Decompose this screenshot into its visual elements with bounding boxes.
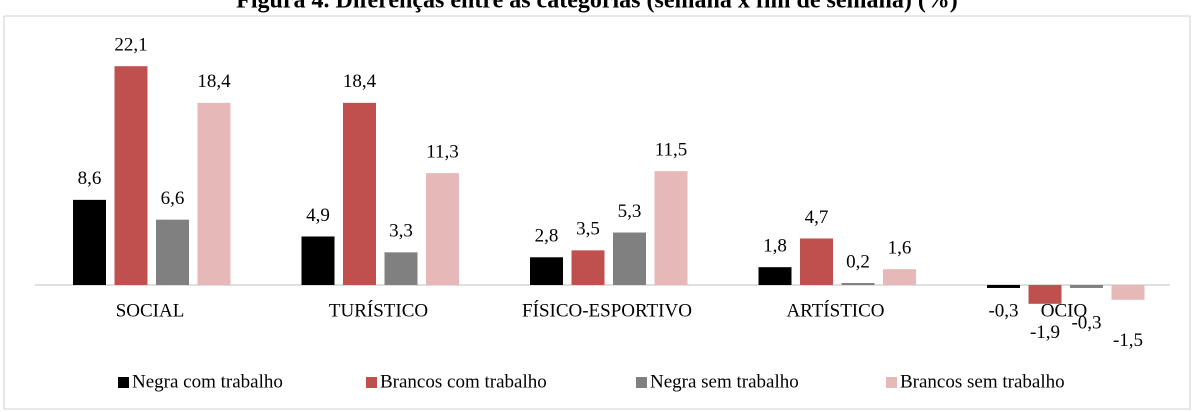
data-label: 4,9 — [306, 205, 330, 226]
bar — [758, 267, 792, 285]
data-label: 0,2 — [846, 251, 870, 272]
chart-title: Figura 4. Diferenças entre as categorias… — [236, 0, 958, 14]
bar — [530, 257, 563, 285]
bar — [1111, 285, 1145, 300]
bar — [73, 199, 106, 285]
data-label: 4,7 — [805, 207, 829, 228]
data-label: 11,5 — [655, 140, 688, 161]
bar — [301, 236, 335, 285]
data-label: 18,4 — [197, 71, 231, 92]
data-label: -0,3 — [988, 300, 1018, 321]
bar — [841, 283, 875, 285]
data-label: -1,5 — [1113, 330, 1143, 351]
legend-label: Brancos sem trabalho — [900, 371, 1065, 392]
legend-swatch — [886, 377, 897, 388]
bar — [156, 219, 189, 285]
bar — [654, 171, 688, 285]
data-label: 18,4 — [343, 71, 377, 92]
legend-swatch — [118, 377, 129, 388]
bar — [114, 66, 148, 286]
chart-frame — [3, 15, 1191, 410]
legend-label: Negra sem trabalho — [650, 371, 799, 392]
bar — [571, 250, 605, 285]
bar — [426, 173, 459, 285]
data-label: 8,6 — [78, 168, 102, 189]
legend-label: Brancos com trabalho — [380, 371, 547, 392]
bar — [343, 102, 376, 285]
bar — [197, 102, 231, 285]
data-label: 6,6 — [161, 188, 185, 209]
legend-swatch — [636, 377, 647, 388]
data-label: 1,8 — [763, 236, 787, 257]
x-tick-label: FÍSICO-ESPORTIVO — [522, 299, 692, 321]
data-label: -1,9 — [1030, 322, 1060, 343]
data-label: 11,3 — [426, 141, 459, 162]
x-tick-label: ÓCIO — [1041, 299, 1087, 321]
data-label: 1,6 — [888, 238, 912, 259]
data-label: 22,1 — [114, 35, 147, 56]
bar — [384, 252, 418, 285]
x-tick-label: TURÍSTICO — [329, 299, 428, 321]
x-tick-label: SOCIAL — [116, 300, 185, 321]
data-label: 3,3 — [389, 221, 413, 242]
data-label: -0,3 — [1071, 312, 1101, 333]
legend-swatch — [366, 377, 377, 388]
legend-label: Negra com trabalho — [132, 371, 283, 392]
bar — [613, 232, 646, 285]
data-label: 3,5 — [576, 219, 600, 240]
bar — [800, 238, 833, 285]
data-label: 5,3 — [618, 201, 642, 222]
bar — [1070, 285, 1103, 288]
bar — [987, 285, 1020, 288]
x-tick-label: ARTÍSTICO — [786, 299, 884, 321]
data-label: 2,8 — [535, 226, 559, 247]
bar — [1028, 285, 1062, 304]
bar — [883, 269, 916, 285]
